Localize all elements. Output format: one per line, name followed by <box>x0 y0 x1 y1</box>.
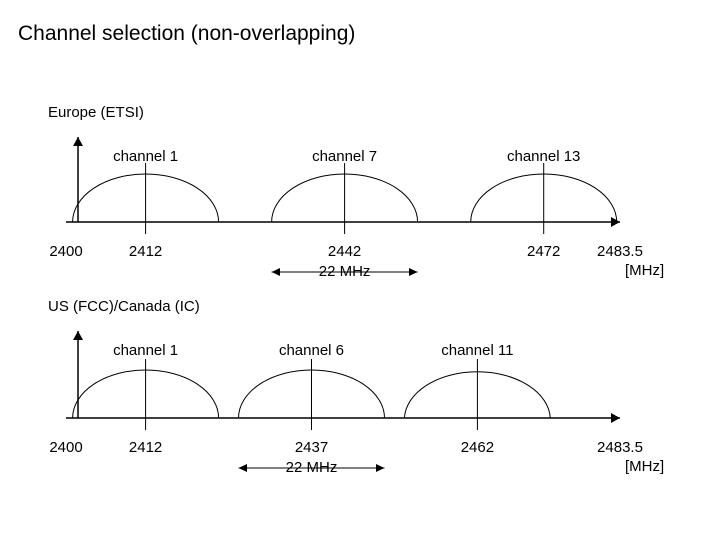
unit-label: [MHz] <box>625 458 664 475</box>
freq-tick-label: 2412 <box>129 439 162 456</box>
freq-tick-label: 2400 <box>49 439 82 456</box>
freq-tick-label: 2483.5 <box>597 439 643 456</box>
channel-label: channel 11 <box>441 342 513 359</box>
channel-width-label: 22 MHz <box>286 459 338 476</box>
diagram-us <box>0 0 720 540</box>
freq-tick-label: 2462 <box>461 439 494 456</box>
freq-tick-label: 2437 <box>295 439 328 456</box>
channel-label: channel 1 <box>113 342 178 359</box>
channel-label: channel 6 <box>279 342 344 359</box>
